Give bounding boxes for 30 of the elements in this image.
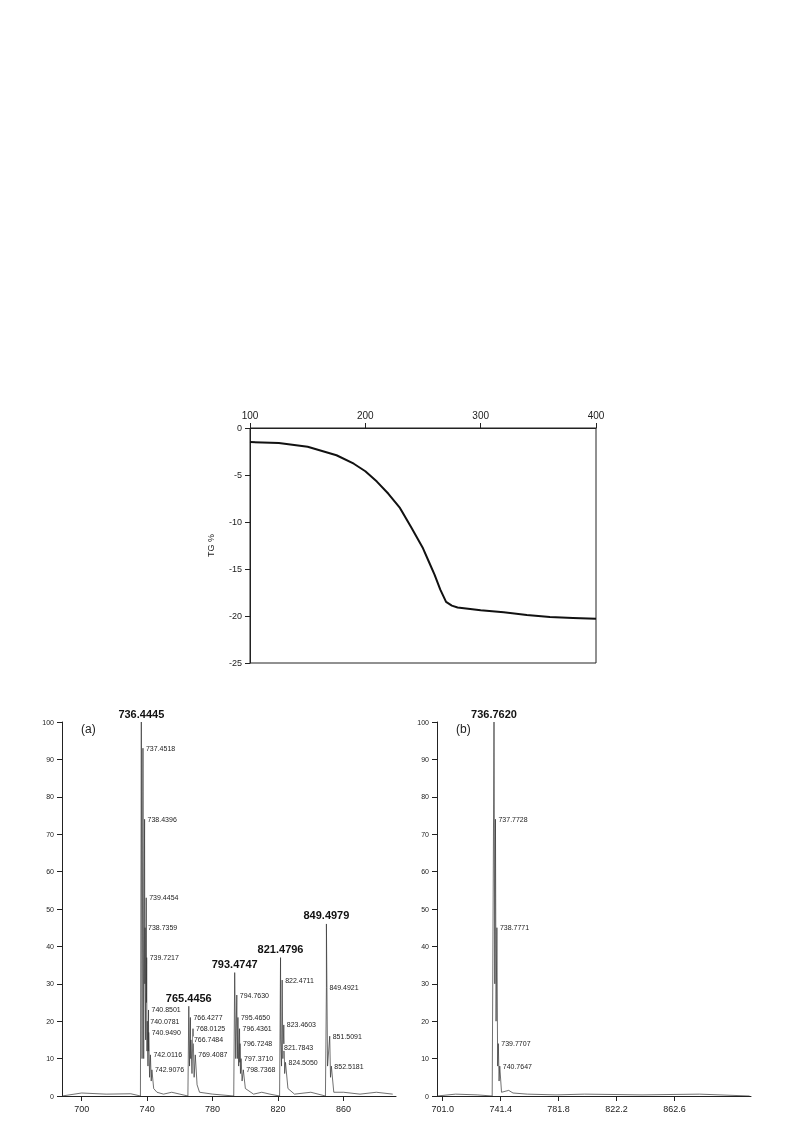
chart-title: (b) [456,722,471,736]
x-tick-label: 860 [336,1103,352,1114]
chart-title: (a) [81,722,96,736]
y-tick-label: -5 [233,470,242,480]
x-tick-label: 741.4 [489,1103,512,1114]
y-tick-label: 0 [236,423,242,433]
x-tick-label: 862.6 [663,1103,686,1114]
x-tick-label: 740 [139,1103,155,1114]
x-tick-label: 700 [74,1103,90,1114]
x-tick-label: 300 [472,409,490,421]
annotation: 736.7620 [471,707,517,720]
x-tick-label: 780 [205,1103,221,1114]
annotation: 821.4796 [257,943,304,956]
x-tick-label: 822.2 [605,1103,628,1114]
annotation: 793.4747 [211,958,258,971]
x-tick-label: 820 [270,1103,286,1114]
annotation: 736.4445 [118,707,165,720]
x-tick-label: 200 [356,409,375,421]
annotation: 765.4456 [165,991,212,1004]
y-tick-label: -15 [228,564,242,574]
y-axis-title: TG % [205,533,216,558]
x-tick-label: 400 [587,409,605,421]
line-series [249,441,597,620]
annotation: 849.4979 [303,909,350,922]
y-tick-label: -10 [228,517,242,527]
x-tick-label: 781.8 [547,1103,570,1114]
y-tick-label: -20 [228,611,242,621]
x-tick-label: 701.0 [431,1103,454,1114]
x-tick-label: 100 [241,409,259,421]
y-tick-label: -25 [228,658,242,668]
